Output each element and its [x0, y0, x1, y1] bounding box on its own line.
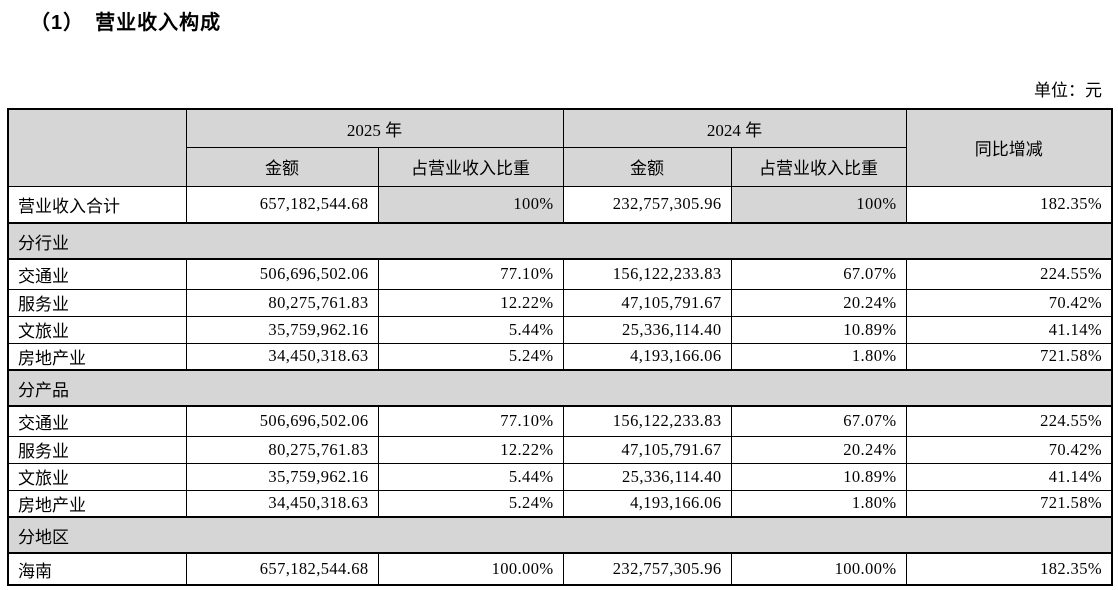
ratio-2025: 5.44% — [377, 462, 564, 491]
ratio-2024: 1.80% — [730, 342, 907, 371]
ratio-2024: 67.07% — [730, 258, 907, 290]
header-ratio-2025: 占营业收入比重 — [377, 146, 564, 187]
ratio-2025: 12.22% — [377, 435, 564, 464]
section-title: 分行业 — [7, 222, 1113, 260]
header-ratio-2024: 占营业收入比重 — [730, 146, 907, 187]
ratio-2024: 10.89% — [730, 462, 907, 491]
yoy-value: 721.58% — [905, 342, 1113, 371]
amount-2025: 35,759,962.16 — [185, 315, 379, 344]
ratio-2024: 100.00% — [730, 552, 907, 586]
table-row: 房地产业 34,450,318.63 5.24% 4,193,166.06 1.… — [7, 342, 1113, 371]
header-corner-cell — [7, 108, 187, 187]
page-title: （1） 营业收入构成 — [30, 12, 222, 34]
amount-2025: 34,450,318.63 — [185, 342, 379, 371]
amount-2025: 506,696,502.06 — [185, 258, 379, 290]
row-label: 交通业 — [7, 258, 187, 290]
table-row: 文旅业 35,759,962.16 5.44% 25,336,114.40 10… — [7, 315, 1113, 344]
row-label: 房地产业 — [7, 489, 187, 518]
row-label: 服务业 — [7, 435, 187, 464]
section-title: 分产品 — [7, 369, 1113, 407]
header-row-years: 2025 年 2024 年 同比增减 — [7, 108, 1113, 187]
table-row: 海南 657,182,544.68 100.00% 232,757,305.96… — [7, 552, 1113, 586]
ratio-2025: 100.00% — [377, 552, 564, 586]
ratio-2024: 20.24% — [730, 435, 907, 464]
section-row-region: 分地区 — [7, 516, 1113, 554]
yoy-value: 182.35% — [905, 185, 1113, 224]
row-label: 文旅业 — [7, 462, 187, 491]
ratio-2024: 67.07% — [730, 405, 907, 437]
table-row: 服务业 80,275,761.83 12.22% 47,105,791.67 2… — [7, 288, 1113, 317]
ratio-2024: 1.80% — [730, 489, 907, 518]
section-row-product: 分产品 — [7, 369, 1113, 407]
yoy-value: 721.58% — [905, 489, 1113, 518]
ratio-2025: 100% — [377, 185, 564, 224]
ratio-2025: 5.24% — [377, 342, 564, 371]
header-amount-2025: 金额 — [185, 146, 379, 187]
yoy-value: 70.42% — [905, 288, 1113, 317]
yoy-value: 41.14% — [905, 315, 1113, 344]
amount-2024: 4,193,166.06 — [562, 489, 732, 518]
header-year-2024: 2024 年 — [562, 108, 907, 148]
yoy-value: 224.55% — [905, 405, 1113, 437]
amount-2025: 657,182,544.68 — [185, 552, 379, 586]
row-label: 海南 — [7, 552, 187, 586]
row-label: 营业收入合计 — [7, 185, 187, 224]
table-row-total: 营业收入合计 657,182,544.68 100% 232,757,305.9… — [7, 185, 1113, 224]
row-label: 文旅业 — [7, 315, 187, 344]
amount-2025: 80,275,761.83 — [185, 288, 379, 317]
header-row-measures: 金额 占营业收入比重 金额 占营业收入比重 — [8, 146, 1112, 187]
revenue-composition-table: 2025 年 2024 年 同比增减 金额 占营业收入比重 金额 占营业收入比重… — [7, 108, 1113, 586]
yoy-value: 70.42% — [905, 435, 1113, 464]
amount-2025: 34,450,318.63 — [185, 489, 379, 518]
table-row: 文旅业 35,759,962.16 5.44% 25,336,114.40 10… — [7, 462, 1113, 491]
ratio-2025: 77.10% — [377, 405, 564, 437]
ratio-2025: 5.24% — [377, 489, 564, 518]
section-title: 分地区 — [7, 516, 1113, 554]
amount-2025: 506,696,502.06 — [185, 405, 379, 437]
ratio-2024: 20.24% — [730, 288, 907, 317]
ratio-2025: 12.22% — [377, 288, 564, 317]
table-row: 服务业 80,275,761.83 12.22% 47,105,791.67 2… — [7, 435, 1113, 464]
ratio-2025: 5.44% — [377, 315, 564, 344]
amount-2024: 232,757,305.96 — [562, 185, 732, 224]
ratio-2025: 77.10% — [377, 258, 564, 290]
ratio-2024: 10.89% — [730, 315, 907, 344]
yoy-value: 41.14% — [905, 462, 1113, 491]
amount-2024: 232,757,305.96 — [562, 552, 732, 586]
unit-label: 单位：元 — [1034, 81, 1102, 100]
yoy-value: 182.35% — [905, 552, 1113, 586]
table-row: 房地产业 34,450,318.63 5.24% 4,193,166.06 1.… — [7, 489, 1113, 518]
amount-2024: 47,105,791.67 — [562, 435, 732, 464]
row-label: 服务业 — [7, 288, 187, 317]
amount-2024: 156,122,233.83 — [562, 405, 732, 437]
header-yoy: 同比增减 — [905, 108, 1113, 187]
amount-2024: 47,105,791.67 — [562, 288, 732, 317]
amount-2025: 80,275,761.83 — [185, 435, 379, 464]
row-label: 房地产业 — [7, 342, 187, 371]
table-row: 交通业 506,696,502.06 77.10% 156,122,233.83… — [7, 405, 1113, 437]
table-row: 交通业 506,696,502.06 77.10% 156,122,233.83… — [7, 258, 1113, 290]
header-amount-2024: 金额 — [562, 146, 732, 187]
amount-2024: 25,336,114.40 — [562, 462, 732, 491]
amount-2025: 657,182,544.68 — [185, 185, 379, 224]
amount-2024: 156,122,233.83 — [562, 258, 732, 290]
amount-2024: 25,336,114.40 — [562, 315, 732, 344]
yoy-value: 224.55% — [905, 258, 1113, 290]
section-row-industry: 分行业 — [7, 222, 1113, 260]
header-year-2025: 2025 年 — [185, 108, 564, 148]
amount-2025: 35,759,962.16 — [185, 462, 379, 491]
amount-2024: 4,193,166.06 — [562, 342, 732, 371]
ratio-2024: 100% — [730, 185, 907, 224]
row-label: 交通业 — [7, 405, 187, 437]
